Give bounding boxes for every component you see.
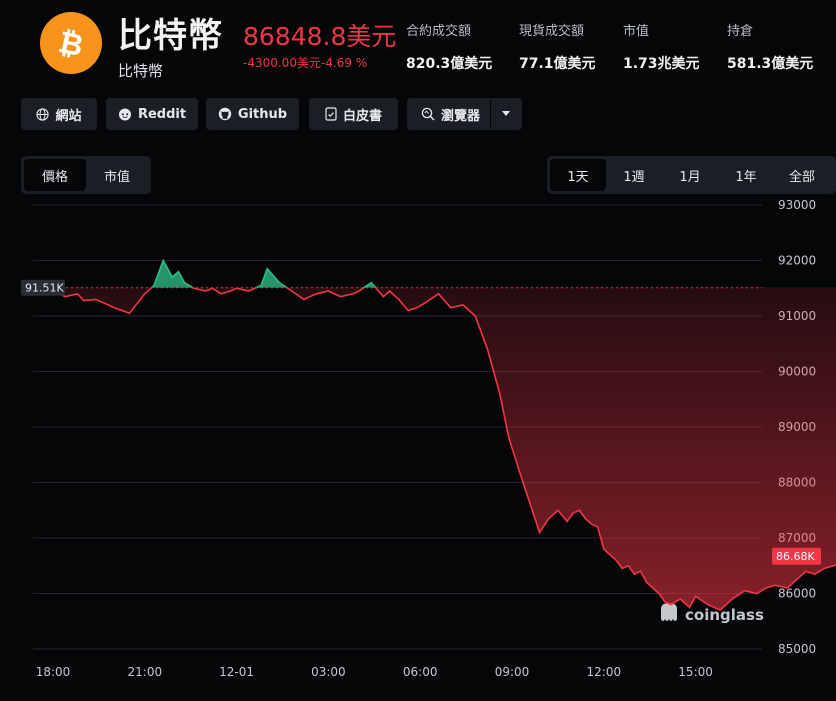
explorer-button-label: 瀏覽器 bbox=[441, 108, 481, 124]
coinglass-logo-icon bbox=[661, 603, 677, 621]
document-icon bbox=[325, 107, 337, 121]
x-tick-label: 15:00 bbox=[678, 665, 713, 679]
last-price-tag: 86.68K bbox=[772, 547, 821, 565]
price-chart[interactable]: 9300092000910009000089000880008700086000… bbox=[0, 190, 836, 701]
bitcoin-logo-icon: ₿ bbox=[40, 12, 102, 74]
reddit-button[interactable]: Reddit bbox=[106, 98, 198, 130]
website-button-label: 網站 bbox=[55, 108, 82, 124]
reference-price-tag: 91.51K bbox=[21, 279, 65, 296]
stat-label: 市值 bbox=[623, 24, 650, 39]
explorer-divider bbox=[490, 100, 491, 128]
x-tick-label: 12-01 bbox=[219, 665, 254, 679]
tab-all[interactable]: 全部 bbox=[788, 169, 815, 185]
tab-1m[interactable]: 1月 bbox=[679, 169, 701, 185]
reddit-button-label: Reddit bbox=[137, 106, 187, 122]
watermark-text: coinglass bbox=[685, 606, 764, 624]
tab-1w[interactable]: 1週 bbox=[623, 169, 645, 185]
bitcoin-glyph: ₿ bbox=[55, 25, 86, 63]
price-area-above bbox=[151, 260, 376, 288]
y-tick-label: 93000 bbox=[778, 198, 816, 212]
last-price-tag-bg bbox=[772, 547, 821, 565]
bitcoin-symbol-icon: ₿ bbox=[55, 25, 86, 63]
x-tick-label: 09:00 bbox=[495, 665, 530, 679]
coinglass-watermark: coinglass bbox=[661, 603, 764, 624]
github-button[interactable]: Github bbox=[206, 98, 299, 130]
stat-label: 現貨成交額 bbox=[519, 24, 585, 39]
tab-1d[interactable]: 1天 bbox=[550, 159, 606, 191]
github-button-label: Github bbox=[237, 106, 288, 122]
explorer-button[interactable]: 瀏覽器 bbox=[407, 98, 522, 130]
current-price: 86848.8美元 bbox=[243, 22, 397, 51]
price-line-below bbox=[52, 287, 836, 612]
globe-icon bbox=[36, 107, 50, 121]
github-icon bbox=[218, 107, 232, 121]
x-tick-label: 03:00 bbox=[311, 665, 346, 679]
x-tick-label: 06:00 bbox=[403, 665, 438, 679]
whitepaper-button-label: 白皮書 bbox=[342, 108, 382, 124]
stat-open-interest: 持倉 581.3億美元 bbox=[727, 20, 813, 73]
explorer-icon bbox=[421, 107, 435, 121]
chevron-down-icon[interactable] bbox=[502, 111, 510, 117]
y-tick-label: 86000 bbox=[778, 587, 816, 601]
x-tick-label: 21:00 bbox=[128, 665, 163, 679]
tab-price[interactable]: 價格 bbox=[24, 159, 86, 191]
last-price-tag-label: 86.68K bbox=[776, 550, 815, 563]
x-tick-label: 18:00 bbox=[36, 665, 71, 679]
stat-value: 1.73兆美元 bbox=[623, 56, 700, 72]
stat-spot-volume: 現貨成交額 77.1億美元 bbox=[519, 20, 596, 73]
whitepaper-button[interactable]: 白皮書 bbox=[309, 98, 398, 130]
reference-tag-label: 91.51K bbox=[25, 282, 64, 295]
price-area-below bbox=[53, 287, 836, 611]
reddit-icon bbox=[118, 108, 131, 121]
tab-market-cap[interactable]: 市值 bbox=[103, 169, 130, 185]
tab-1y[interactable]: 1年 bbox=[735, 169, 757, 185]
price-change: -4300.00美元-4.69 % bbox=[243, 56, 368, 70]
stat-label: 合約成交額 bbox=[406, 24, 472, 39]
y-tick-label: 85000 bbox=[778, 642, 816, 656]
stat-value: 820.3億美元 bbox=[406, 56, 493, 72]
range-tabs: 1天 1週 1月 1年 全部 bbox=[547, 156, 836, 194]
stat-market-cap: 市值 1.73兆美元 bbox=[623, 20, 700, 73]
stat-value: 77.1億美元 bbox=[519, 56, 596, 72]
coin-subtitle: 比特幣 bbox=[118, 62, 164, 80]
x-axis: 18:00 21:00 12-01 03:00 06:00 09:00 12:00 15:00 bbox=[36, 665, 713, 679]
website-button[interactable]: 網站 bbox=[21, 98, 97, 130]
stat-label: 持倉 bbox=[727, 24, 754, 39]
coin-title: 比特幣 bbox=[118, 16, 223, 56]
metric-tabs: 價格 市值 bbox=[21, 156, 151, 194]
x-tick-label: 12:00 bbox=[587, 665, 622, 679]
stat-futures-volume: 合約成交額 820.3億美元 bbox=[406, 20, 492, 73]
stat-value: 581.3億美元 bbox=[727, 56, 814, 72]
reference-tag-bg bbox=[21, 279, 65, 296]
y-tick-label: 92000 bbox=[778, 254, 816, 268]
